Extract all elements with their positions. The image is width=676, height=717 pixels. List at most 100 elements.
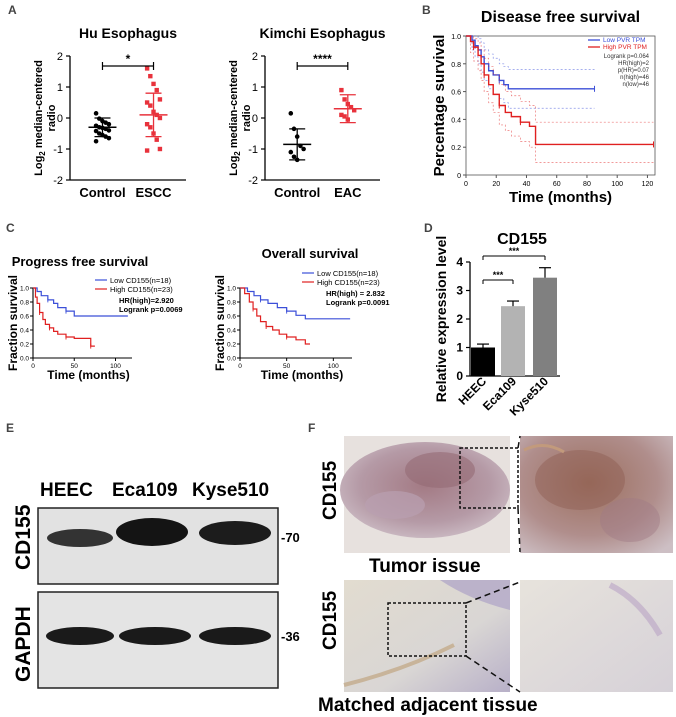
x-tick-label: 40 <box>523 181 531 188</box>
histology-row-label-tumor: CD155 <box>320 460 341 520</box>
data-point-case <box>348 104 354 110</box>
ci-upper-line <box>466 35 654 123</box>
data-point-control <box>93 111 99 116</box>
bar-kyse510 <box>533 277 557 376</box>
tumor-zoom-connector-top <box>517 435 521 449</box>
y-tick-label: 0.4 <box>451 117 461 124</box>
x-tick-label: 100 <box>110 363 121 370</box>
data-point-case <box>154 87 159 93</box>
data-point-case <box>342 97 347 102</box>
panel-letter-c: C <box>6 221 15 235</box>
data-point-case <box>148 125 153 130</box>
data-point-case <box>144 148 150 153</box>
panel-letter-a: A <box>8 3 17 17</box>
histology-caption-adjacent: Matched adjacent tissue <box>318 695 538 716</box>
panel-letter-f: F <box>308 421 315 435</box>
y-tick-label: -1 <box>248 144 258 156</box>
bar-eca109 <box>501 306 525 376</box>
stats-label: p(HR)=0.07 <box>618 68 650 74</box>
x-tick-label: 50 <box>71 363 79 370</box>
survival-line-low <box>466 35 595 90</box>
legend-label: Low CD155(n=18) <box>110 276 172 285</box>
blot-band-gapdh-heec <box>46 627 114 645</box>
data-point-control <box>106 128 112 133</box>
y-axis-label: Log2 median-centered <box>33 60 47 176</box>
chart-disease-free-survival: Disease free survival 0 0.2 0.4 0.6 0.8 1.0 0 20… <box>431 9 656 206</box>
data-point-case <box>352 108 357 113</box>
x-tick-label: 120 <box>642 181 654 188</box>
histology-panel: CD155 CD155 Tumor issue <box>318 435 673 716</box>
y-tick-label: 0 <box>252 113 258 125</box>
x-tick-label: 0 <box>31 363 35 370</box>
legend-label: Low PVR TPM <box>603 37 646 44</box>
y-tick-label: 0.6 <box>451 90 461 97</box>
blot-bands-gapdh <box>46 627 271 645</box>
y-tick-label: 1 <box>57 82 63 94</box>
panel-letter-e: E <box>6 421 14 435</box>
y-tick-label: -1 <box>53 144 63 156</box>
y-tick-label: 0 <box>456 369 463 383</box>
data-point-case <box>157 115 163 121</box>
tumor-overview-image <box>340 436 519 553</box>
stats-label: Logrank p=0.064 <box>604 54 650 60</box>
y-tick-label: 0.0 <box>20 356 29 363</box>
stats-label: HR(high)=2.920 <box>119 296 174 305</box>
data-point-case <box>144 66 150 71</box>
blot-band-cd155-kyse510 <box>199 521 271 545</box>
y-tick-label: 1 <box>252 82 258 94</box>
x-tick-label: 100 <box>611 181 623 188</box>
y-tick-label: 2 <box>252 51 258 63</box>
x-tick-label: 0 <box>238 363 242 370</box>
blot-marker-70: -70 <box>281 530 300 545</box>
panel-letter-d: D <box>424 221 433 235</box>
data-point-control <box>93 138 99 144</box>
chart-title: Overall survival <box>262 246 359 261</box>
y-axis-label: Percentage survival <box>431 35 448 177</box>
blot-lane-label-heec: HEEC <box>40 480 93 501</box>
y-tick-label: 0.6 <box>20 314 29 321</box>
western-blot-panel: HEEC Eca109 Kyse510 CD155 GAPDH -70 -36 <box>12 480 300 689</box>
y-tick-label: 1.0 <box>20 286 29 293</box>
x-tick-label: 100 <box>328 363 339 370</box>
legend-label: High CD155(n=23) <box>110 285 173 294</box>
y-tick-label: 0.8 <box>20 300 29 307</box>
ci-lower-line <box>466 35 595 109</box>
x-tick-label: 20 <box>492 181 500 188</box>
data-point-case <box>157 146 163 152</box>
adjacent-zoom-image <box>520 580 673 692</box>
stats-label: HR(high)=2 <box>618 61 650 67</box>
data-point-case <box>151 81 156 87</box>
chart-title: Kimchi Esophagus <box>259 25 385 41</box>
survival-line-high <box>33 287 95 347</box>
stats-label: Logrank p=0.0091 <box>326 298 390 307</box>
y-tick-label: 0.4 <box>20 328 29 335</box>
significance-stars: * <box>126 52 131 66</box>
histology-caption-tumor: Tumor issue <box>369 556 481 577</box>
x-tick-label: 60 <box>553 181 561 188</box>
blot-band-gapdh-eca109 <box>119 627 191 645</box>
data-point-case <box>144 122 150 127</box>
blot-marker-36: -36 <box>281 629 300 644</box>
y-tick-label: 4 <box>456 255 463 269</box>
chart-hu-esophagus: Hu Esophagus 2 1 0 -1 -2 Log2 median-centered r… <box>33 25 186 200</box>
y-axis-label: Log2 median-centered <box>228 60 242 176</box>
plot-frame <box>465 35 656 176</box>
chart-title: Disease free survival <box>481 9 640 26</box>
y-tick-label: 0.8 <box>451 62 461 69</box>
y-tick-label: 2 <box>456 312 463 326</box>
blot-band-cd155-eca109 <box>116 518 188 546</box>
blot-bands-cd155 <box>47 518 271 547</box>
y-tick-label: 3 <box>456 284 463 298</box>
y-tick-label: 0.8 <box>227 300 236 307</box>
adjacent-zoom-connector-bottom <box>465 655 521 693</box>
survival-line-high <box>240 287 310 345</box>
data-point-case <box>339 87 344 93</box>
blot-row-label-cd155: CD155 <box>12 504 35 570</box>
x-tick-label: 50 <box>283 363 291 370</box>
data-point-control <box>288 111 294 116</box>
x-axis-label: Time (months) <box>261 368 343 382</box>
y-axis-label: Fraction survival <box>213 275 227 371</box>
blot-lane-label-eca109: Eca109 <box>112 480 178 501</box>
